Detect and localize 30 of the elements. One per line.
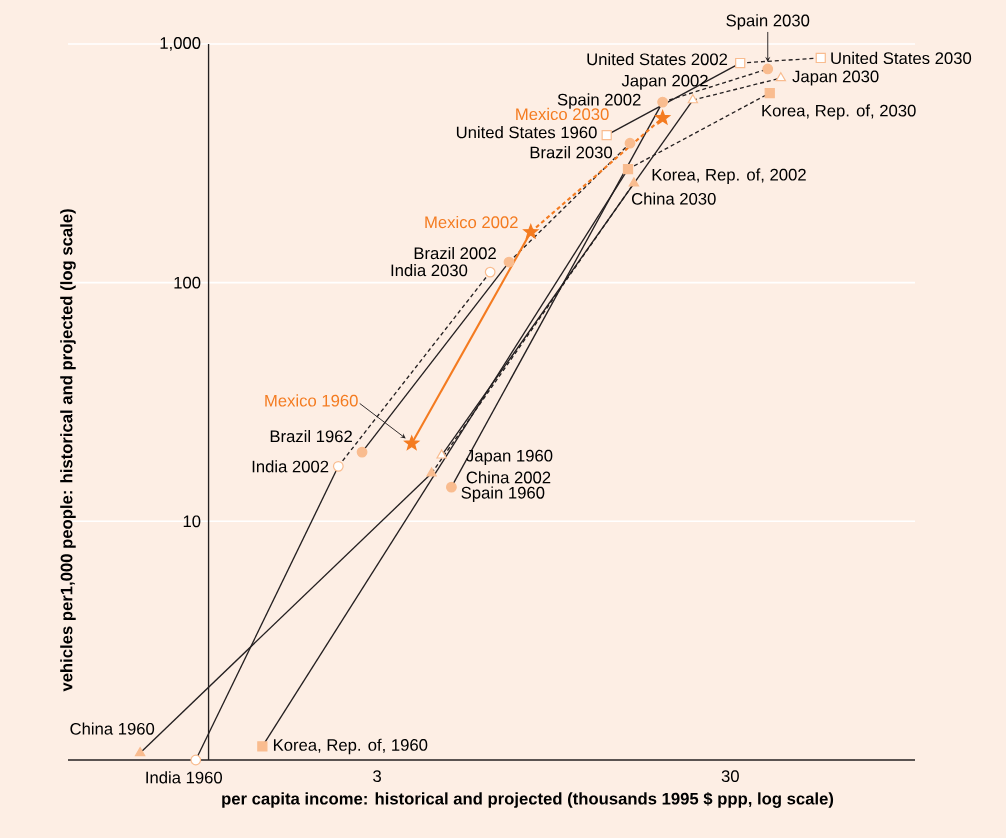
annotation: Korea, Rep. of, 2002 <box>652 168 806 184</box>
annotation: Brazil 2030 <box>530 146 613 159</box>
annotation: Mexico 1960 <box>265 394 358 407</box>
annotation: China 2002 <box>466 471 551 484</box>
annotation: China 1960 <box>70 722 155 735</box>
annotation: Brazil 2002 <box>414 246 496 260</box>
annotation: India 1960 <box>146 771 223 784</box>
annotation: India 2002 <box>252 460 329 473</box>
x-axis-title: per capita income: historical and projected (thousands 1995 $ ppp, log scale) <box>222 792 834 808</box>
x-tick-label: 3 <box>373 770 381 782</box>
x-tick-label: 30 <box>721 770 739 782</box>
y-tick-label: 10 <box>183 515 201 528</box>
annotation: United States 2030 <box>831 51 972 65</box>
annotation: United States 1960 <box>456 126 597 139</box>
annotation: Spain 2030 <box>726 14 810 30</box>
annotation: Spain 1960 <box>461 486 545 502</box>
annotation: Japan 2002 <box>621 74 708 90</box>
annotation: Brazil 1962 <box>270 429 352 443</box>
annotation: Japan 1960 <box>466 449 553 465</box>
annotation: Korea, Rep. of, 2030 <box>762 104 916 120</box>
annotation: Spain 2002 <box>557 93 641 109</box>
y-tick-label: 1,000 <box>160 37 201 51</box>
annotation: India 2030 <box>391 263 468 277</box>
annotation: Japan 2030 <box>792 70 879 86</box>
annotation: Mexico 2002 <box>425 215 518 229</box>
y-axis-title: vehicles per1,000 people: historical and projected (log scale) <box>60 209 76 692</box>
annotation: China 2030 <box>631 192 716 205</box>
annotation: United States 2002 <box>587 52 728 66</box>
y-tick-label: 100 <box>174 276 201 289</box>
annotation: Korea, Rep. of, 1960 <box>273 738 428 755</box>
